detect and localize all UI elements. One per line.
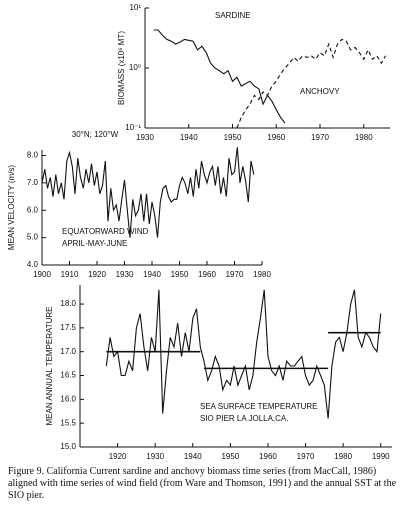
- x-tick-label: 1990: [372, 452, 390, 461]
- y-tick-label: 15.0: [60, 442, 76, 451]
- series-line: [105, 289, 382, 419]
- x-tick-label: 1980: [253, 270, 271, 279]
- y-tick-label: 16.0: [60, 394, 76, 403]
- y-tick-label: 10⁻¹: [125, 123, 141, 132]
- series-line: [153, 29, 286, 124]
- y-tick-label: 4.0: [27, 260, 39, 269]
- y-axis-label: BIOMASS (x10⁶ MT): [117, 31, 126, 105]
- annotation: EQUATORWARD WIND: [62, 227, 149, 236]
- y-tick-label: 17.0: [60, 347, 76, 356]
- x-tick-label: 1970: [226, 270, 244, 279]
- x-tick-label: 1970: [297, 452, 315, 461]
- x-tick-label: 1980: [355, 133, 373, 142]
- caption: Figure 9. California Current sardine and…: [8, 466, 397, 501]
- series-label: SARDINE: [215, 11, 251, 20]
- y-tick-label: 16.5: [60, 371, 76, 380]
- x-tick-label: 1940: [143, 270, 161, 279]
- x-tick-label: 1910: [61, 270, 79, 279]
- y-tick-label: 6.0: [27, 205, 39, 214]
- y-tick-label: 5.0: [27, 233, 39, 242]
- y-tick-label: 8.0: [27, 151, 39, 160]
- y-tick-label: 10¹: [129, 3, 141, 12]
- x-tick-label: 1940: [180, 133, 198, 142]
- x-tick-label: 1980: [334, 452, 352, 461]
- x-tick-label: 1950: [221, 452, 239, 461]
- y-tick-label: 18.0: [60, 299, 76, 308]
- x-tick-label: 1960: [198, 270, 216, 279]
- x-tick-label: 1930: [116, 270, 134, 279]
- annotation: SEA SURFACE TEMPERATURE: [200, 402, 318, 411]
- y-axis-label: MEAN ANNUAL TEMPERATURE: [45, 307, 54, 426]
- x-tick-label: 1930: [146, 452, 164, 461]
- series-line: [41, 147, 255, 238]
- x-tick-label: 1970: [311, 133, 329, 142]
- x-tick-label: 1900: [33, 270, 51, 279]
- x-tick-label: 1960: [259, 452, 277, 461]
- x-tick-label: 1950: [171, 270, 189, 279]
- x-tick-label: 1920: [88, 270, 106, 279]
- annotation: SIO PIER LA JOLLA,CA.: [200, 414, 288, 423]
- y-axis-label: MEAN VELOCITY (m/s): [7, 165, 16, 251]
- y-tick-label: 10⁰: [129, 63, 141, 72]
- y-tick-label: 17.5: [60, 323, 76, 332]
- annotation: APRIL-MAY-JUNE: [62, 239, 127, 248]
- x-tick-label: 1960: [267, 133, 285, 142]
- y-tick-label: 7.0: [27, 178, 39, 187]
- y-tick-label: 15.5: [60, 418, 76, 427]
- series-label: ANCHOVY: [300, 87, 340, 96]
- series-line: [236, 38, 387, 129]
- chart-title: 30°N; 120°W: [72, 130, 119, 139]
- x-tick-label: 1940: [184, 452, 202, 461]
- x-tick-label: 1920: [109, 452, 127, 461]
- x-tick-label: 1930: [136, 133, 154, 142]
- x-tick-label: 1950: [224, 133, 242, 142]
